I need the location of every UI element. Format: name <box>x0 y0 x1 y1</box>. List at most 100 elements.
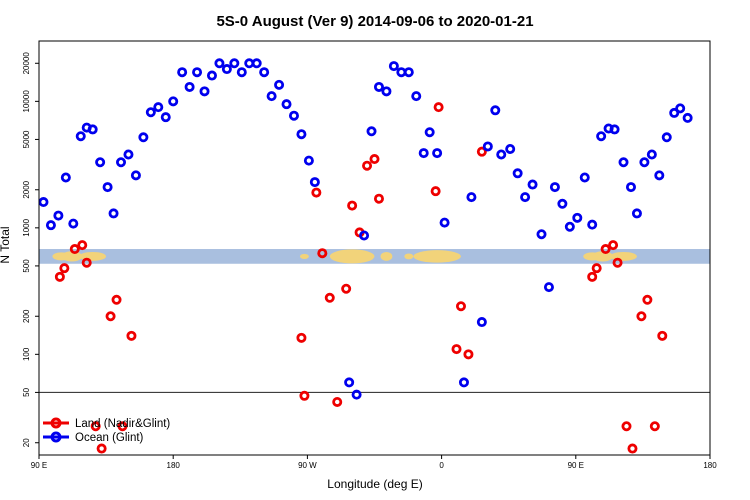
ocean-point <box>411 91 422 102</box>
ocean-point <box>168 96 179 107</box>
land-point <box>369 154 380 165</box>
ocean-point <box>160 112 171 123</box>
ocean-point <box>366 126 377 137</box>
land-blob <box>329 249 375 264</box>
ocean-point <box>432 148 443 159</box>
ocean-point <box>496 149 507 160</box>
ocean-point <box>675 103 686 114</box>
ocean-point <box>351 389 362 400</box>
x-axis-label: Longitude (deg E) <box>327 477 422 491</box>
land-point <box>341 283 352 294</box>
legend-ocean-label: Ocean (Glint) <box>75 432 144 444</box>
ocean-point <box>153 102 164 113</box>
land-point <box>126 330 137 341</box>
y-tick-label: 2000 <box>22 180 31 198</box>
x-tick-label: 180 <box>167 461 181 470</box>
y-axis-ticks: 20 50 100 200 500 1000 2000 5000 10000 20000 <box>22 52 39 447</box>
ocean-point <box>646 149 657 160</box>
ocean-point <box>344 377 355 388</box>
ocean-point <box>214 58 225 69</box>
land-point <box>476 146 487 157</box>
ocean-point <box>527 179 538 190</box>
x-tick-label: 90 W <box>298 461 317 470</box>
ocean-point <box>296 129 307 140</box>
ocean-point <box>661 132 672 143</box>
ocean-point <box>403 67 414 78</box>
y-tick-label: 1000 <box>22 218 31 236</box>
land-blob <box>299 253 309 259</box>
land-point <box>362 160 373 171</box>
land-point <box>77 240 88 251</box>
y-tick-label: 200 <box>22 309 31 323</box>
ocean-point <box>490 105 501 116</box>
land-point <box>54 271 65 282</box>
legend-item-ocean: Ocean (Glint) <box>43 431 144 444</box>
land-point <box>455 301 466 312</box>
ocean-point <box>424 127 435 138</box>
ocean-point <box>116 157 127 168</box>
land-blob <box>380 251 393 261</box>
ocean-point <box>95 157 106 168</box>
ocean-point <box>102 182 113 193</box>
land-point <box>587 271 598 282</box>
land-point <box>81 257 92 268</box>
legend-item-land: Land (Nadir&Glint) <box>43 417 170 430</box>
legend: Land (Nadir&Glint) Ocean (Glint) <box>43 417 170 444</box>
ocean-point <box>108 208 119 219</box>
x-tick-label: 0 <box>439 461 444 470</box>
ocean-point <box>145 107 156 118</box>
ocean-point <box>549 182 560 193</box>
land-point <box>111 294 122 305</box>
ocean-point <box>236 67 247 78</box>
x-tick-label: 90 E <box>568 461 584 470</box>
land-point <box>373 193 384 204</box>
y-tick-label: 500 <box>22 259 31 273</box>
ocean-point <box>303 155 314 166</box>
land-point <box>627 443 638 454</box>
ocean-point <box>192 67 203 78</box>
legend-land-marker <box>50 417 62 429</box>
y-tick-label: 20000 <box>22 52 31 75</box>
land-blob <box>592 251 614 262</box>
land-point <box>451 344 462 355</box>
y-tick-label: 50 <box>22 387 31 396</box>
ocean-point <box>177 67 188 78</box>
ocean-point <box>572 212 583 223</box>
ocean-point <box>654 170 665 181</box>
legend-land-label: Land (Nadir&Glint) <box>75 418 170 430</box>
ocean-point <box>587 219 598 230</box>
y-tick-label: 20 <box>22 438 31 447</box>
map-strip-land <box>52 249 637 264</box>
y-tick-label: 10000 <box>22 90 31 113</box>
land-point <box>430 186 441 197</box>
ocean-point <box>199 86 210 97</box>
ocean-point <box>543 282 554 293</box>
land-point <box>96 443 107 454</box>
ocean-point <box>138 132 149 143</box>
legend-ocean-marker <box>50 431 62 443</box>
ocean-point <box>520 192 531 203</box>
ocean-point <box>221 64 232 75</box>
plot-frame <box>38 40 711 456</box>
ocean-point <box>53 210 64 221</box>
ocean-point <box>505 144 516 155</box>
ocean-point <box>557 198 568 209</box>
ocean-point <box>274 79 285 90</box>
land-blob <box>404 253 414 260</box>
map-strip <box>39 249 710 264</box>
x-tick-label: 180 <box>703 461 717 470</box>
ocean-point <box>458 377 469 388</box>
land-point <box>105 311 116 322</box>
ocean-point <box>87 124 98 135</box>
ocean-point <box>373 81 384 92</box>
land-blob <box>413 250 461 263</box>
ocean-point <box>631 208 642 219</box>
ocean-point <box>359 230 370 241</box>
ocean-point <box>476 317 487 328</box>
ocean-point <box>618 157 629 168</box>
ocean-point <box>60 172 71 183</box>
land-point <box>642 294 653 305</box>
ocean-point <box>206 70 217 81</box>
land-point <box>657 330 668 341</box>
land-point <box>324 292 335 303</box>
